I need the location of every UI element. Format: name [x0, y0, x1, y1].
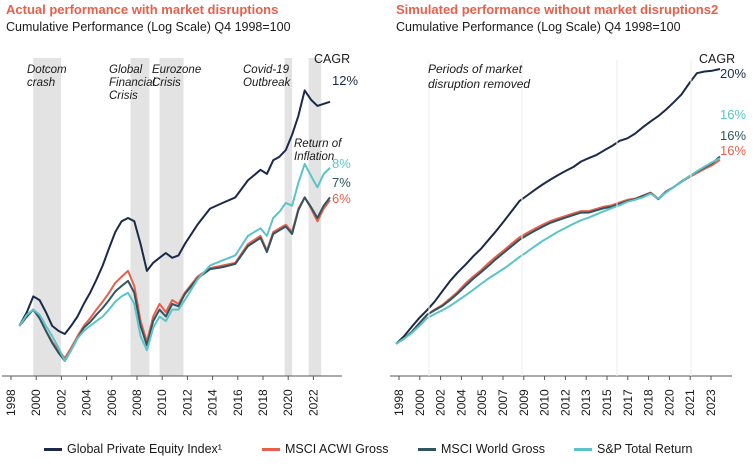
right-tick-label: 2021 — [683, 389, 697, 416]
left-tick-label: 2008 — [130, 389, 144, 416]
legend-label: Global Private Equity Index¹ — [67, 442, 222, 456]
left-series-line-0 — [18, 89, 331, 335]
left-disruption-band — [159, 58, 184, 376]
legend-label: MSCI ACWI Gross — [285, 442, 389, 456]
right-cagr-value: 16% — [720, 128, 746, 143]
right-tick-label: 2017 — [621, 389, 635, 416]
left-annotation: Dotcom — [27, 64, 67, 76]
left-annotation: Return of — [294, 138, 343, 150]
left-annotation: Financial — [109, 77, 155, 89]
right-tick-label: 2009 — [517, 389, 531, 416]
right-tick-label: 2015 — [600, 389, 614, 416]
legend-swatch — [418, 447, 436, 451]
right-cagr-label: CAGR — [699, 52, 735, 66]
left-cagr-value: 7% — [332, 175, 351, 190]
right-tick-label: 2004 — [454, 389, 468, 416]
left-tick-label: 2004 — [80, 389, 94, 416]
right-tick-label: 2023 — [704, 389, 718, 416]
left-annotation: Eurozone — [152, 64, 201, 76]
left-annotation: Crisis — [109, 90, 138, 102]
right-tick-label: 2018 — [642, 389, 656, 416]
left-chart-subtitle: Cumulative Performance (Log Scale) Q4 19… — [6, 20, 291, 34]
left-tick-label: 2020 — [281, 389, 295, 416]
legend-item-sp-total-return: S&P Total Return — [574, 442, 692, 456]
left-annotation: Inflation — [294, 151, 334, 163]
right-series-line-3 — [395, 157, 721, 345]
left-chart-title: Actual performance with market disruptio… — [6, 2, 279, 17]
right-cagr-value: 16% — [720, 107, 746, 122]
legend-swatch — [44, 447, 62, 451]
left-tick-label: 2018 — [256, 389, 270, 416]
left-tick-label: 2000 — [29, 389, 43, 416]
left-series-line-1 — [18, 196, 331, 360]
left-cagr-value: 12% — [332, 73, 358, 88]
right-series-line-0 — [395, 68, 721, 345]
left-annotation: Crisis — [152, 77, 181, 89]
right-series-line-2 — [395, 155, 721, 345]
left-tick-label: 2014 — [206, 389, 220, 416]
left-annotation: Outbreak — [243, 77, 292, 89]
left-annotation: crash — [27, 77, 55, 89]
legend-label: MSCI World Gross — [441, 442, 545, 456]
legend-label: S&P Total Return — [597, 442, 693, 456]
right-tick-label: 2013 — [579, 389, 593, 416]
left-cagr-label: CAGR — [314, 52, 350, 66]
right-tick-label: 2012 — [558, 389, 572, 416]
right-chart-title: Simulated performance without market dis… — [396, 2, 719, 17]
legend-swatch — [574, 447, 592, 451]
right-tick-label: 2007 — [496, 389, 510, 416]
left-tick-label: 2002 — [54, 389, 68, 416]
left-tick-label: 2022 — [306, 389, 320, 416]
right-tick-label: 2020 — [662, 389, 676, 416]
right-cagr-value: 16% — [720, 143, 746, 158]
left-annotation: Covid-19 — [243, 64, 290, 76]
right-tick-label: 2002 — [434, 389, 448, 416]
right-chart-subtitle: Cumulative Performance (Log Scale) Q4 19… — [396, 20, 681, 34]
left-tick-label: 2006 — [105, 389, 119, 416]
legend-item-msci-world: MSCI World Gross — [418, 442, 545, 456]
legend-item-msci-acwi: MSCI ACWI Gross — [262, 442, 388, 456]
left-tick-label: 2010 — [155, 389, 169, 416]
left-disruption-band — [33, 58, 62, 376]
left-tick-label: 2012 — [180, 389, 194, 416]
left-annotation: Global — [109, 64, 143, 76]
charts-canvas: 1998 2000 2002 2004 2006 2008 2010 2012 2014 2016… — [2, 52, 746, 416]
right-annotation: disruption removed — [428, 77, 530, 91]
left-cagr-value: 8% — [332, 156, 351, 171]
left-cagr-value: 6% — [332, 191, 351, 206]
right-tick-label: 2000 — [413, 389, 427, 416]
left-disruption-band — [284, 58, 293, 376]
right-tick-label: 1998 — [392, 389, 406, 416]
left-tick-label: 1998 — [4, 389, 18, 416]
right-tick-label: 2005 — [475, 389, 489, 416]
right-tick-label: 2010 — [538, 389, 552, 416]
left-series-line-3 — [18, 163, 331, 362]
right-cagr-value: 20% — [720, 66, 746, 81]
right-annotation: Periods of market — [428, 62, 523, 76]
legend: Global Private Equity Index¹ MSCI ACWI G… — [0, 440, 755, 462]
legend-swatch — [262, 447, 280, 451]
legend-item-private-equity: Global Private Equity Index¹ — [44, 442, 222, 456]
left-tick-label: 2016 — [231, 389, 245, 416]
